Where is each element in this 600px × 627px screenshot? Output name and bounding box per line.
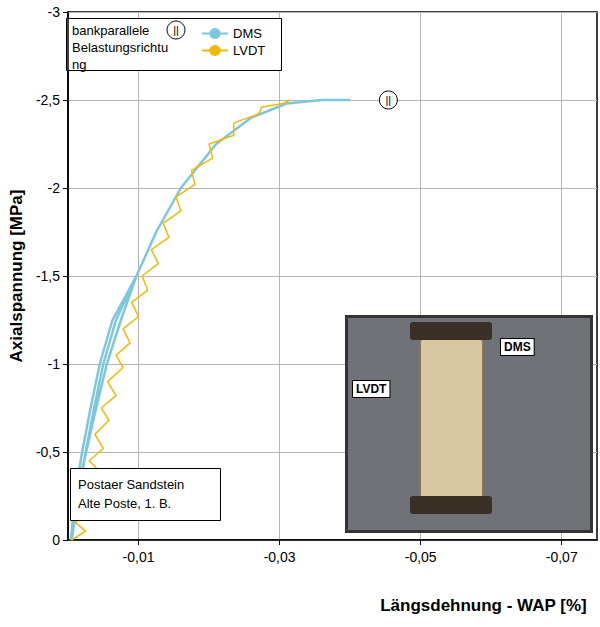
svg-text:-0,07: -0,07 (546, 549, 578, 565)
svg-text:||: || (385, 94, 391, 106)
svg-text:DMS: DMS (233, 26, 262, 41)
svg-text:Längsdehnung - WAP [%]: Längsdehnung - WAP [%] (380, 596, 587, 615)
svg-text:Postaer Sandstein: Postaer Sandstein (78, 477, 184, 492)
svg-text:LVDT: LVDT (233, 43, 265, 58)
svg-text:-1,5: -1,5 (36, 268, 60, 284)
svg-text:-3: -3 (48, 4, 61, 20)
svg-text:bankparallele: bankparallele (72, 23, 153, 38)
svg-text:Axialspannung [MPa]: Axialspannung [MPa] (7, 190, 26, 363)
svg-text:-0,01: -0,01 (123, 549, 155, 565)
svg-text:DMS: DMS (504, 340, 531, 354)
svg-text:-2: -2 (48, 180, 61, 196)
svg-text:ng: ng (72, 57, 86, 72)
svg-text:0: 0 (52, 532, 60, 548)
svg-text:||: || (173, 24, 179, 36)
svg-text:Belastungsrichtu: Belastungsrichtu (72, 40, 168, 55)
svg-text:-0,05: -0,05 (405, 549, 437, 565)
svg-text:-0,03: -0,03 (264, 549, 296, 565)
svg-text:-2,5: -2,5 (36, 92, 60, 108)
svg-text:-0,5: -0,5 (36, 444, 60, 460)
svg-text:Alte Poste, 1. B.: Alte Poste, 1. B. (78, 496, 171, 511)
svg-text:-1: -1 (48, 356, 61, 372)
svg-text:LVDT: LVDT (356, 382, 387, 396)
